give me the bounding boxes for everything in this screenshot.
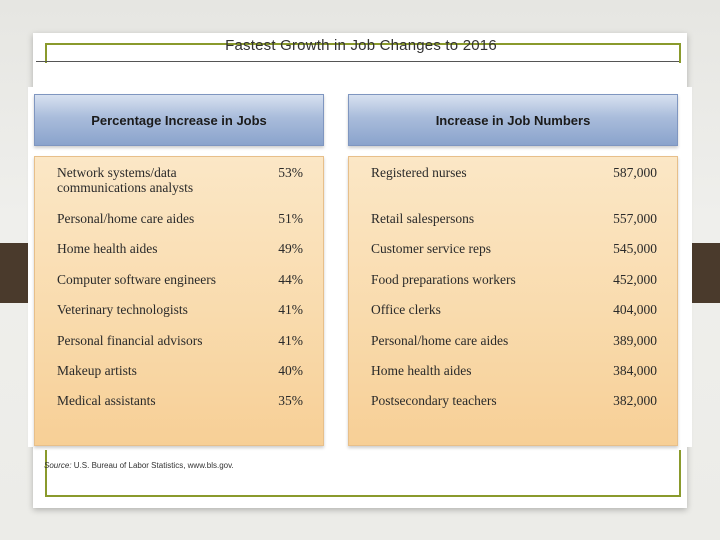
- source-label: Source:: [44, 461, 72, 470]
- table-row: Retail salespersons 557,000: [349, 211, 677, 241]
- table-row: Customer service reps 545,000: [349, 241, 677, 271]
- row-label: Medical assistants: [57, 393, 156, 409]
- title-divider: [36, 61, 679, 62]
- row-value: 587,000: [613, 165, 657, 180]
- percentage-table: Network systems/data communications anal…: [34, 156, 324, 446]
- row-value: 53%: [278, 165, 303, 180]
- table-row: Personal/home care aides 389,000: [349, 333, 677, 363]
- numbers-panel-header: Increase in Job Numbers: [348, 94, 678, 146]
- row-value: 382,000: [613, 393, 657, 409]
- row-value: 41%: [278, 332, 303, 348]
- row-label: Personal/home care aides: [57, 211, 195, 226]
- jobs-figure: Percentage Increase in Jobs Network syst…: [28, 87, 692, 447]
- row-value: 389,000: [613, 332, 657, 348]
- row-label: Home health aides: [371, 362, 472, 378]
- row-label: Personal financial advisors: [57, 332, 203, 348]
- row-label-line1: Network systems/data: [57, 165, 177, 180]
- table-row: Veterinary technologists 41%: [35, 302, 323, 332]
- row-label: Customer service reps: [371, 241, 491, 257]
- row-value: 384,000: [613, 362, 657, 378]
- table-row: Home health aides 384,000: [349, 363, 677, 393]
- row-value: 40%: [278, 362, 303, 378]
- row-label: Computer software engineers: [57, 271, 216, 287]
- table-row: Personal financial advisors 41%: [35, 333, 323, 363]
- percentage-panel-header: Percentage Increase in Jobs: [34, 94, 324, 146]
- row-value: 545,000: [613, 241, 657, 257]
- numbers-panel: Increase in Job Numbers Registered nurse…: [348, 94, 678, 446]
- row-value: 49%: [278, 241, 303, 257]
- percentage-panel: Percentage Increase in Jobs Network syst…: [34, 94, 324, 446]
- row-label: Food preparations workers: [371, 271, 516, 287]
- row-value: 452,000: [613, 271, 657, 287]
- table-row: Food preparations workers 452,000: [349, 272, 677, 302]
- table-row: Personal/home care aides 51%: [35, 211, 323, 241]
- row-label: Personal/home care aides: [371, 332, 509, 348]
- row-label: Makeup artists: [57, 362, 137, 378]
- row-label: Veterinary technologists: [57, 302, 188, 318]
- row-label: Registered nurses: [371, 165, 467, 180]
- table-row: Registered nurses 587,000: [349, 165, 677, 211]
- row-value: 41%: [278, 302, 303, 318]
- frame-top-border: [45, 43, 681, 63]
- row-label: Network systems/data communications anal…: [35, 165, 193, 195]
- row-value: 44%: [278, 271, 303, 287]
- row-value: 557,000: [613, 211, 657, 226]
- row-value: 51%: [278, 211, 303, 226]
- table-row: Postsecondary teachers 382,000: [349, 393, 677, 423]
- row-value: 35%: [278, 393, 303, 409]
- row-label: Office clerks: [371, 302, 441, 318]
- frame-bottom-border: [45, 450, 681, 497]
- table-row: Medical assistants 35%: [35, 393, 323, 423]
- table-row: Computer software engineers 44%: [35, 272, 323, 302]
- row-label: Retail salespersons: [371, 211, 475, 226]
- table-row: Office clerks 404,000: [349, 302, 677, 332]
- source-citation: Source: U.S. Bureau of Labor Statistics,…: [44, 461, 234, 470]
- row-label: Home health aides: [57, 241, 158, 257]
- row-label: Postsecondary teachers: [371, 393, 497, 409]
- table-row: Home health aides 49%: [35, 241, 323, 271]
- numbers-table: Registered nurses 587,000 Retail salespe…: [348, 156, 678, 446]
- source-text: U.S. Bureau of Labor Statistics, www.bls…: [71, 461, 234, 470]
- slide-title: Fastest Growth in Job Changes to 2016: [225, 37, 497, 54]
- row-label-line2: communications analysts: [57, 180, 194, 195]
- table-row: Network systems/data communications anal…: [35, 165, 323, 211]
- row-value: 404,000: [613, 302, 657, 318]
- table-row: Makeup artists 40%: [35, 363, 323, 393]
